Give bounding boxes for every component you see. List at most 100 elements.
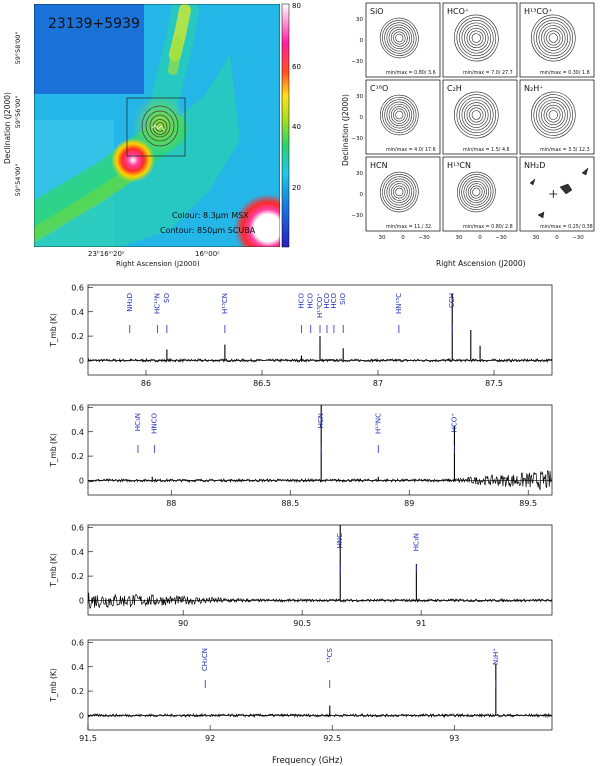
- grid-x-tick: −30: [572, 235, 584, 241]
- x-tick: 16ᵐ00ˢ: [195, 250, 220, 258]
- grid-x-tick: 30: [533, 235, 540, 241]
- contour-ring: [393, 185, 406, 199]
- contour-ring: [393, 31, 406, 45]
- contour-ring: [536, 96, 571, 134]
- contour-panel: H¹³CO⁺ min/max = 0.30/ 1.8: [519, 2, 595, 78]
- contour-ring: [390, 106, 408, 124]
- line-label: HC₃N: [412, 533, 420, 551]
- grid-y-tick: −30: [351, 213, 363, 219]
- y-tick-label: 0.6: [71, 283, 84, 292]
- contour-map-grid: SiO min/max = 0.80/ 3.6 30 0 −30 HCO⁺ min/max …: [341, 2, 595, 268]
- contour-ring: [546, 30, 561, 46]
- y-tick: 59°54'00": [14, 164, 22, 197]
- contour-ring: [470, 185, 483, 199]
- contour-ring: [379, 171, 419, 213]
- contour-annotation: Contour: 850μm SCUBA: [160, 226, 256, 235]
- panel-minmax-label: min/max = 3.3/ 12.3: [540, 147, 590, 153]
- panel-molecule-label: HCN: [370, 161, 388, 170]
- line-label: NH₂D: [126, 293, 134, 312]
- y-tick: 59°56'00": [14, 96, 22, 129]
- y-axis-label: T_mb (K): [49, 313, 58, 348]
- y-tick-label: 0.6: [71, 403, 84, 412]
- line-label: HC₃N: [134, 413, 142, 431]
- panel-minmax-label: min/max = 0.80/ 3.6: [386, 70, 436, 76]
- grid-y-tick: 0: [360, 38, 364, 44]
- grid-y-tick: −30: [351, 59, 363, 65]
- y-tick-label: 0: [79, 596, 84, 605]
- contour-ring: [453, 91, 499, 139]
- y-tick-label: 0.4: [71, 663, 84, 672]
- line-label: CH₃CN: [201, 648, 209, 671]
- contour-ring: [469, 30, 484, 46]
- contour-ring: [456, 94, 497, 136]
- grid-y-tick: 30: [356, 17, 363, 23]
- grid-x-tick: −30: [495, 235, 507, 241]
- contour-ring: [386, 178, 413, 206]
- line-label: HC¹⁵N: [154, 293, 162, 314]
- contour-ring: [546, 107, 561, 123]
- contour-ring: [530, 91, 576, 139]
- contour-ring: [467, 183, 485, 201]
- contour-ring: [390, 29, 408, 47]
- contour-ring: [390, 183, 408, 201]
- contour-ring: [461, 22, 492, 54]
- line-label: SiO: [339, 293, 347, 305]
- y-tick-label: 0: [79, 476, 84, 485]
- x-tick-label: 91: [416, 619, 426, 628]
- zoom-box: [126, 97, 186, 157]
- line-label: HCN: [317, 413, 325, 428]
- contour-ring: [379, 17, 419, 59]
- panel-minmax-label: min/max = 11./ 32.: [386, 224, 433, 230]
- x-tick-label: 89.5: [519, 499, 537, 508]
- x-tick-label: 90.5: [293, 619, 311, 628]
- line-label: ¹³CS: [326, 647, 334, 663]
- contour-panel: N₂H⁺ min/max = 3.3/ 12.3: [519, 79, 595, 155]
- contour-ring: [388, 103, 410, 127]
- x-tick-label: 87.5: [485, 379, 503, 388]
- contour-ring: [464, 102, 489, 128]
- contour-ring: [453, 14, 499, 62]
- contour-ring: [386, 24, 413, 52]
- msx-image-panel: 23139+5939 Colour: 8.3μm MSX Contour: 85…: [3, 2, 301, 268]
- x-tick-label: 92.5: [323, 734, 341, 743]
- contour-ring: [464, 25, 489, 51]
- contour-ring: [471, 33, 481, 43]
- grid-y-axis-label: Declination (J2000): [341, 94, 350, 166]
- contour-ring: [382, 174, 417, 210]
- contour-ring: [548, 33, 558, 43]
- contour-ring: [472, 187, 481, 197]
- contour-ring: [538, 99, 569, 131]
- x-tick-label: 87: [373, 379, 383, 388]
- line-label: H¹³CO⁺: [316, 293, 324, 318]
- scuba-contours: [141, 105, 179, 147]
- y-tick-label: 0.6: [71, 638, 84, 647]
- contour-ring: [543, 104, 563, 126]
- contour-ring: [466, 104, 486, 126]
- spectrum-trace: [87, 712, 553, 719]
- grid-x-axis-label: Right Ascension (J2000): [436, 259, 526, 268]
- panel-molecule-label: SiO: [370, 7, 384, 16]
- contour-ring: [456, 17, 497, 59]
- line-label: CCH: [448, 293, 456, 308]
- contour-panel: C₂H min/max = 1.5/ 4.6: [442, 79, 518, 155]
- contour-ring: [469, 107, 484, 123]
- contour-ring: [388, 26, 410, 50]
- contour-ring: [465, 180, 487, 204]
- contour-panel: H¹³CN min/max = 0.80/ 2.830 0 −30: [442, 156, 518, 241]
- contour-ring: [533, 17, 574, 59]
- x-tick-label: 86.5: [253, 379, 271, 388]
- contour-ring: [471, 110, 481, 120]
- grid-y-tick: 0: [360, 115, 364, 121]
- colorbar-tick: 80: [292, 2, 301, 10]
- y-axis-label: T_mb (K): [49, 553, 58, 588]
- x-tick-label: 93: [449, 734, 459, 743]
- panel-molecule-label: C₂H: [447, 84, 462, 93]
- y-tick-label: 0: [79, 356, 84, 365]
- spectrum-panel: T_mb (K) 0 0.2 0.4 0.6 90 90.5 91 HNC HC₃N: [49, 523, 553, 628]
- line-label: HCO: [307, 293, 315, 309]
- x-tick-label: 92: [205, 734, 215, 743]
- line-label: HCO: [323, 293, 331, 309]
- line-label: SO: [163, 293, 171, 303]
